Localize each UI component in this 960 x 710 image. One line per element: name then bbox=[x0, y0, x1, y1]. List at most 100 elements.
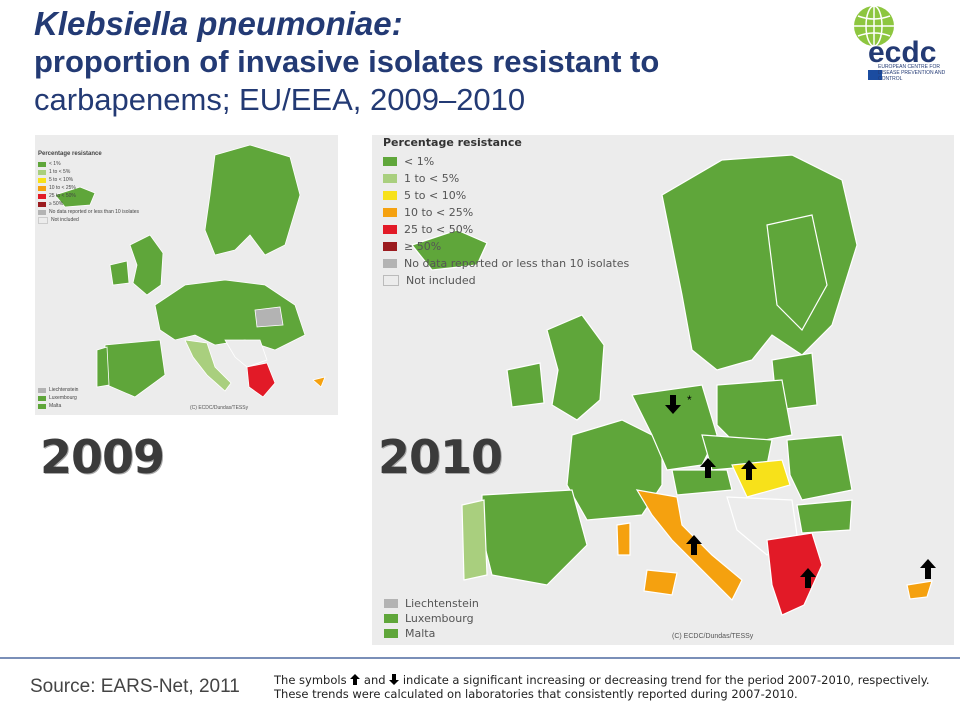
legend-2009-item: ≥ 50% bbox=[38, 200, 139, 208]
trend-up-arrow-icon bbox=[700, 458, 716, 478]
map-2009-nordics bbox=[204, 144, 301, 256]
map-2010-cyprus bbox=[906, 580, 933, 600]
map-2009-central-europe bbox=[154, 279, 306, 351]
legend-2009-label: 10 to < 25% bbox=[49, 185, 76, 191]
eu-flag-icon bbox=[868, 70, 882, 80]
legend-2010-small-states: Liechtenstein Luxembourg Malta bbox=[384, 596, 479, 641]
legend-2009-label: 25 to < 50% bbox=[49, 193, 76, 199]
footnote-prefix: The symbols bbox=[274, 673, 347, 687]
legend-2010-item: 1 to < 5% bbox=[383, 170, 629, 187]
legend-swatch bbox=[38, 177, 46, 183]
legend-2009-item: 1 to < 5% bbox=[38, 168, 139, 176]
legend-2010-small-state: Malta bbox=[384, 626, 479, 641]
legend-2009-label: < 1% bbox=[49, 161, 61, 167]
legend-2010-small-state: Luxembourg bbox=[384, 611, 479, 626]
legend-2010-item: 10 to < 25% bbox=[383, 204, 629, 221]
legend-2010-small-state-label: Luxembourg bbox=[405, 612, 474, 625]
legend-swatch bbox=[38, 209, 46, 215]
map-2010-italy bbox=[635, 489, 743, 602]
map-2010-poland bbox=[716, 379, 793, 446]
footer-divider bbox=[0, 657, 960, 659]
legend-2009-small-state: Luxembourg bbox=[38, 394, 78, 402]
trend-up-arrow-icon bbox=[741, 460, 757, 480]
copyright-2010: (C) ECDC/Dundas/TESSy bbox=[672, 633, 754, 640]
legend-swatch bbox=[38, 161, 46, 167]
map-2009-greece bbox=[246, 362, 276, 398]
legend-swatch bbox=[383, 225, 397, 234]
legend-swatch bbox=[383, 259, 397, 268]
trend-star-marker: * bbox=[687, 393, 692, 407]
footnote-line-2: These trends were calculated on laborato… bbox=[274, 687, 798, 701]
legend-2009-title: Percentage resistance bbox=[38, 151, 102, 157]
legend-2010-item: 5 to < 10% bbox=[383, 187, 629, 204]
legend-2009-small-state-label: Liechtenstein bbox=[49, 387, 79, 393]
legend-2009-label: No data reported or less than 10 isolate… bbox=[49, 209, 140, 215]
legend-2010-small-state-label: Liechtenstein bbox=[405, 597, 479, 610]
trend-up-arrow-icon bbox=[686, 535, 702, 555]
legend-2009-item: No data reported or less than 10 isolate… bbox=[38, 208, 139, 216]
legend-2009-item: 10 to < 25% bbox=[38, 184, 139, 192]
map-2009 bbox=[35, 135, 338, 415]
legend-2010-label: 10 to < 25% bbox=[404, 206, 474, 219]
legend-2009-label: ≥ 50% bbox=[49, 201, 64, 207]
legend-swatch bbox=[38, 169, 46, 175]
legend-2009-item: Not included bbox=[38, 216, 139, 224]
legend-2009-label: 5 to < 10% bbox=[49, 177, 74, 183]
legend-swatch bbox=[38, 201, 46, 207]
legend-swatch bbox=[384, 629, 398, 638]
legend-2009-small-state-label: Malta bbox=[49, 403, 62, 409]
legend-2010-label: < 1% bbox=[404, 155, 435, 168]
legend-swatch bbox=[383, 191, 397, 200]
trend-up-arrow-icon bbox=[920, 559, 936, 579]
logo-subtext: EUROPEAN CENTRE FOR DISEASE PREVENTION A… bbox=[878, 64, 946, 82]
map-2009-balkans bbox=[224, 339, 268, 368]
year-label-2010: 2010 bbox=[378, 430, 503, 484]
legend-2010-item: < 1% bbox=[383, 153, 629, 170]
legend-swatch bbox=[38, 216, 48, 224]
legend-2010-item: No data reported or less than 10 isolate… bbox=[383, 255, 629, 272]
map-2009-cyprus bbox=[312, 376, 326, 388]
map-2010-bulgaria bbox=[796, 499, 853, 534]
legend-2009-item: 5 to < 10% bbox=[38, 176, 139, 184]
legend-2010-label: ≥ 50% bbox=[404, 240, 442, 253]
legend-swatch bbox=[38, 403, 46, 409]
legend-2009-small-states: Liechtenstein Luxembourg Malta bbox=[38, 386, 78, 410]
legend-2010-title: Percentage resistance bbox=[383, 136, 522, 149]
legend-2009-small-state-label: Luxembourg bbox=[49, 395, 77, 401]
legend-2010-label: 5 to < 10% bbox=[404, 189, 467, 202]
map-2010-romania bbox=[786, 434, 853, 501]
footnote: The symbols and indicate a significant i… bbox=[274, 673, 960, 701]
legend-2010-label: Not included bbox=[406, 274, 476, 287]
legend-2010-small-state: Liechtenstein bbox=[384, 596, 479, 611]
legend-2009-item: 25 to < 50% bbox=[38, 192, 139, 200]
map-2010-greece bbox=[766, 532, 823, 616]
legend-2009-small-state: Liechtenstein bbox=[38, 386, 78, 394]
map-2010-sicily bbox=[643, 569, 678, 596]
title-line-2: proportion of invasive isolates resistan… bbox=[34, 44, 660, 79]
footnote-and: and bbox=[363, 673, 386, 687]
legend-swatch bbox=[383, 157, 397, 166]
legend-2010-small-state-label: Malta bbox=[405, 627, 436, 640]
legend-2010-label: 25 to < 50% bbox=[404, 223, 474, 236]
slide-title: Klebsiella pneumoniae: proportion of inv… bbox=[34, 4, 814, 120]
legend-2010-item: ≥ 50% bbox=[383, 238, 629, 255]
copyright-2009: (C) ECDC/Dundas/TESSy bbox=[190, 405, 249, 411]
down-arrow-icon bbox=[389, 674, 400, 685]
legend-swatch bbox=[38, 387, 46, 393]
legend-2010-label: No data reported or less than 10 isolate… bbox=[404, 257, 630, 270]
trend-up-arrow-icon bbox=[800, 568, 816, 588]
source-citation: Source: EARS-Net, 2011 bbox=[30, 676, 240, 697]
map-2010-sardinia bbox=[616, 522, 631, 556]
footnote-rest: indicate a significant increasing or dec… bbox=[402, 673, 930, 687]
legend-2010-item: 25 to < 50% bbox=[383, 221, 629, 238]
map-2010-ireland bbox=[506, 362, 545, 408]
map-2009-portugal bbox=[96, 346, 110, 388]
title-line-1: Klebsiella pneumoniae: bbox=[34, 5, 403, 42]
ecdc-logo: ecdc bbox=[854, 5, 936, 80]
legend-swatch bbox=[384, 599, 398, 608]
legend-2010: Percentage resistance < 1% 1 to < 5% 5 t… bbox=[383, 136, 629, 289]
up-arrow-icon bbox=[350, 674, 361, 685]
legend-2009-small-state: Malta bbox=[38, 402, 78, 410]
legend-2009: Percentage resistance < 1% 1 to < 5% 5 t… bbox=[38, 150, 139, 224]
legend-swatch bbox=[383, 275, 399, 286]
